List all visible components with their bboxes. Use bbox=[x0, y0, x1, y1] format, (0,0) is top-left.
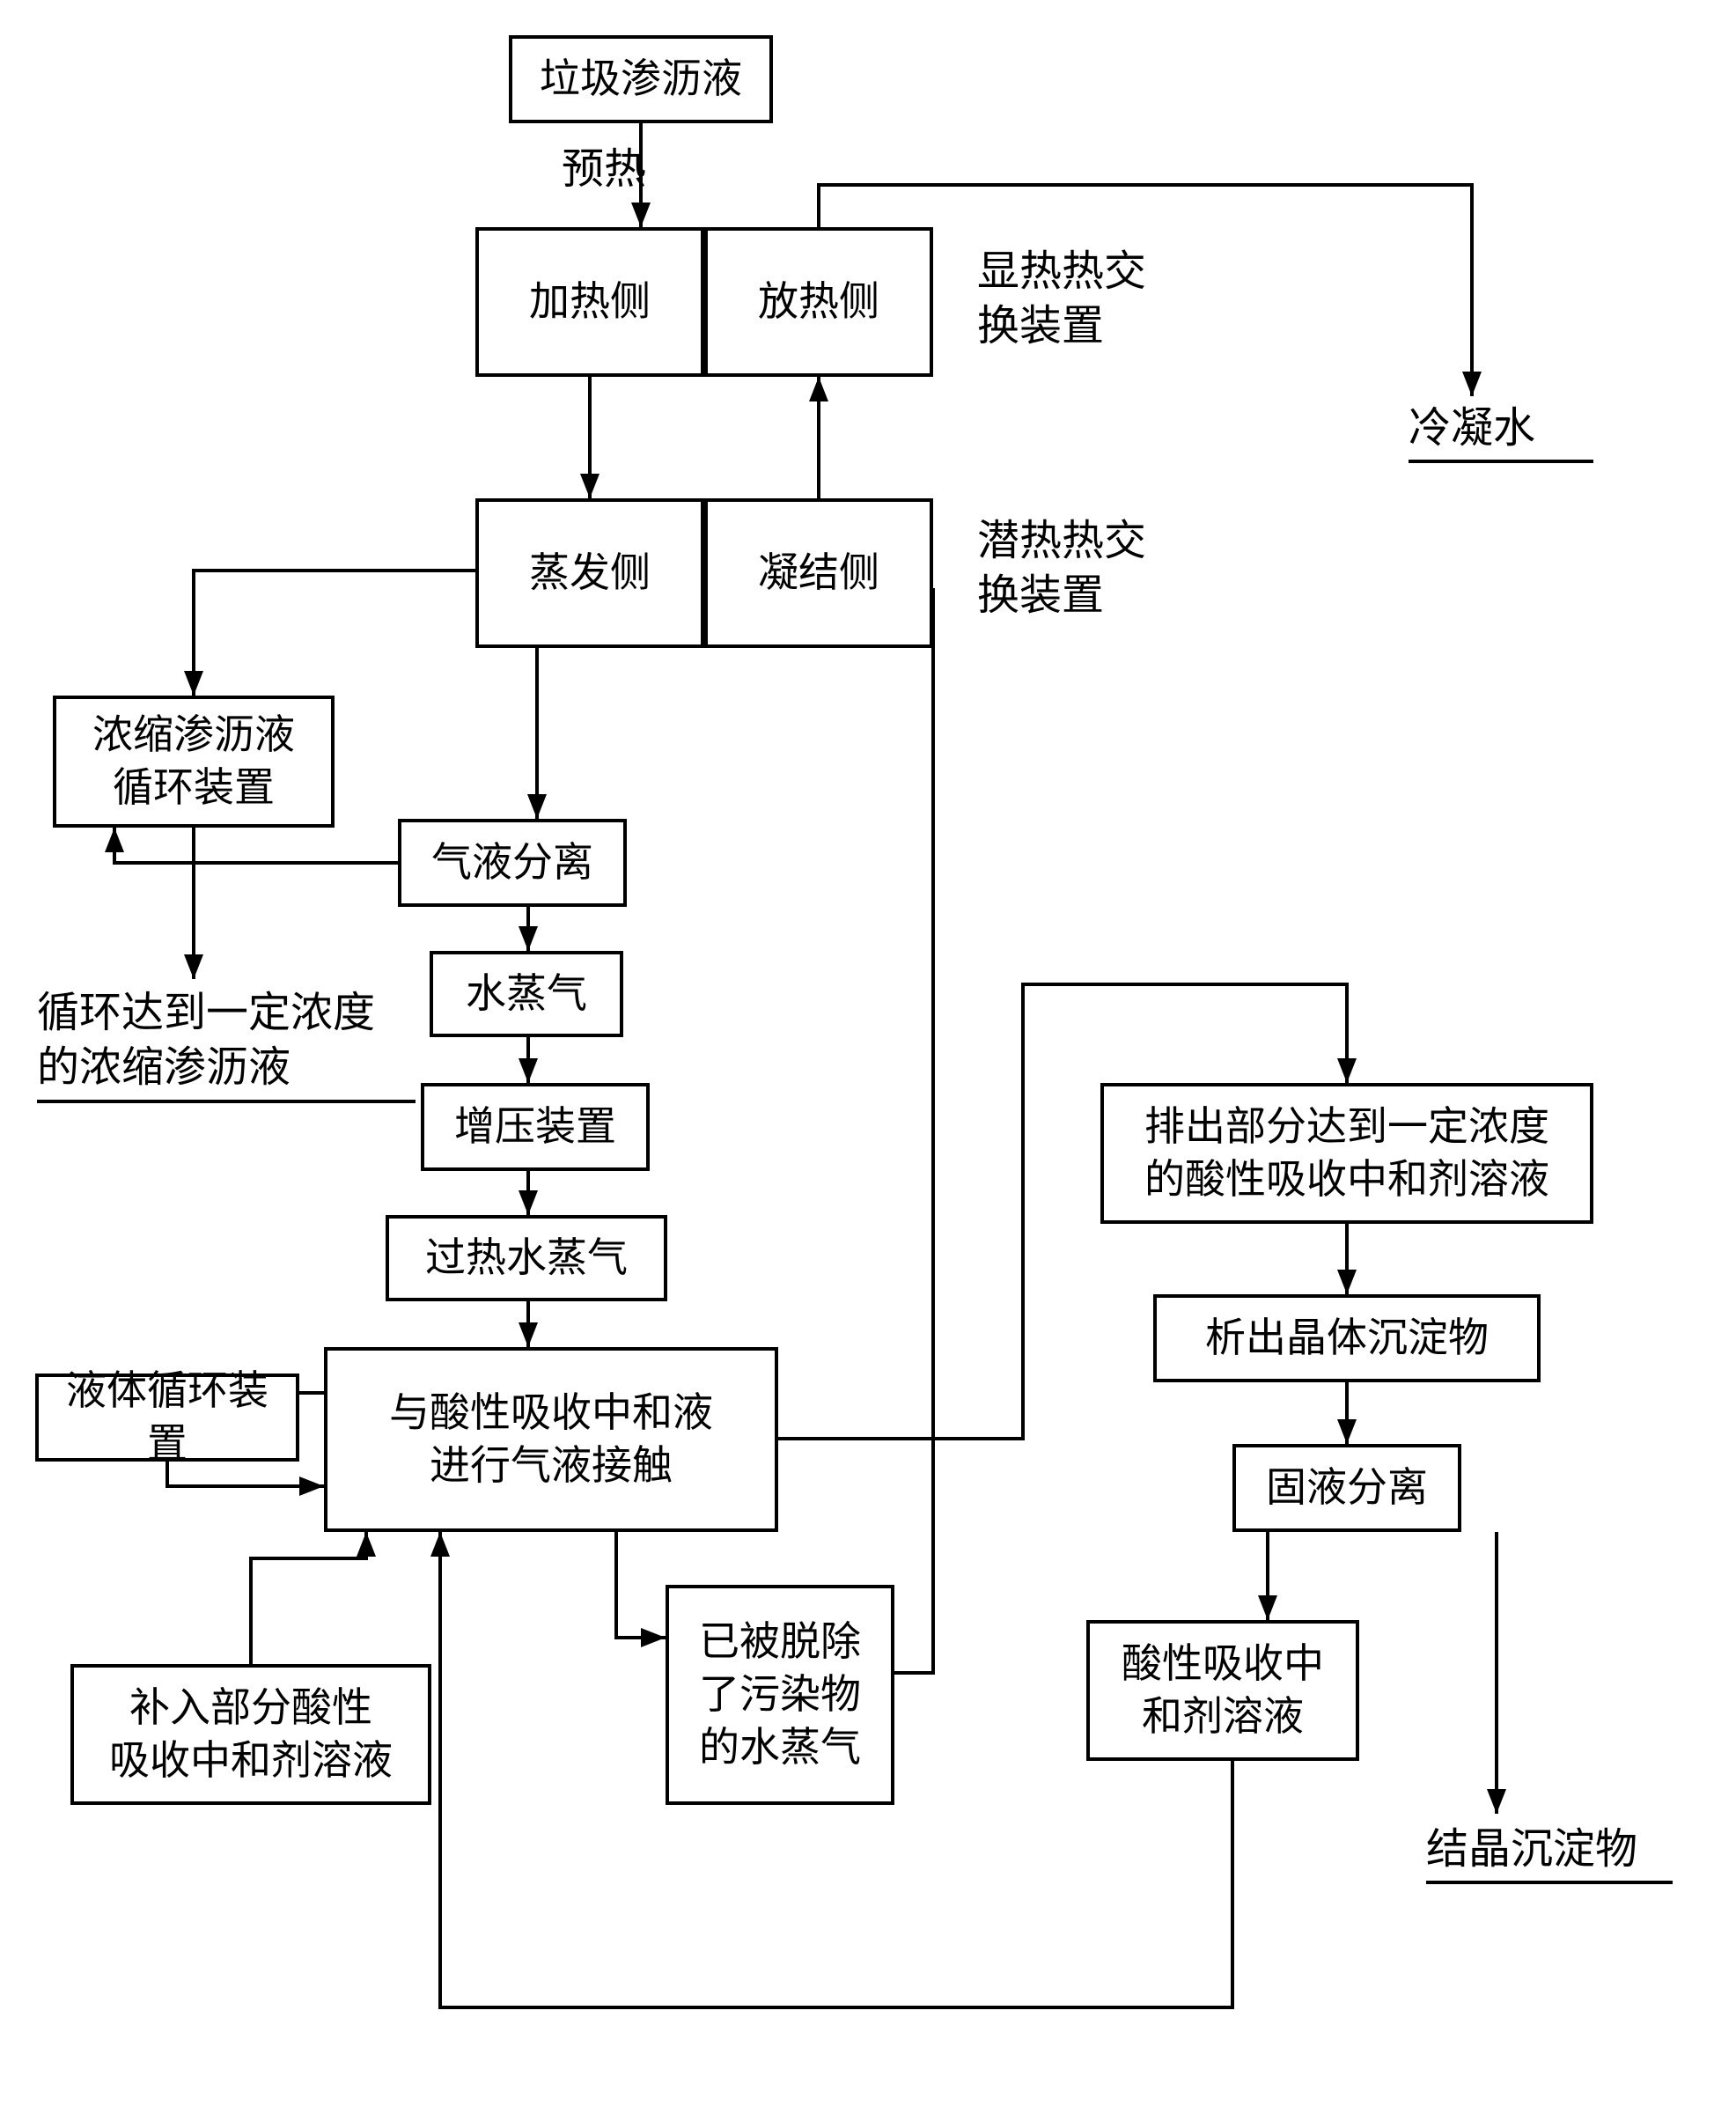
arrowhead-a12b bbox=[299, 1477, 324, 1496]
arrow-a13 bbox=[251, 1532, 366, 1664]
arrow-a14 bbox=[616, 1532, 666, 1638]
arrowhead-a6 bbox=[184, 671, 203, 696]
arrowhead-a13 bbox=[357, 1532, 376, 1557]
arrowhead-a14 bbox=[641, 1628, 666, 1647]
n_conc_loop: 浓缩渗沥液循环装置 bbox=[53, 696, 335, 828]
arrowhead-a3 bbox=[809, 377, 828, 401]
n_supplement: 补入部分酸性吸收中和剂溶液 bbox=[70, 1664, 431, 1805]
arrowhead-a21 bbox=[430, 1532, 450, 1557]
arrowhead-a11 bbox=[519, 1322, 538, 1347]
n_superheat: 过热水蒸气 bbox=[386, 1215, 667, 1301]
arrowhead-a1 bbox=[631, 203, 651, 227]
n_cond: 凝结侧 bbox=[704, 498, 933, 648]
n_discharge: 排出部分达到一定浓度的酸性吸收中和剂溶液 bbox=[1100, 1083, 1593, 1224]
arrowhead-a5 bbox=[527, 794, 547, 819]
arrow-a6 bbox=[194, 571, 475, 696]
l_condensate-underline bbox=[1409, 460, 1593, 463]
l_preheat: 预热 bbox=[562, 143, 646, 197]
arrowhead-a18 bbox=[1337, 1419, 1357, 1444]
n_leachate: 垃圾渗沥液 bbox=[509, 35, 773, 123]
n_steam: 水蒸气 bbox=[430, 951, 623, 1037]
arrowhead-a2 bbox=[580, 474, 600, 498]
l_conc_out: 循环达到一定浓度的浓缩渗沥液 bbox=[37, 986, 375, 1096]
l_crystal: 结晶沉淀物 bbox=[1426, 1823, 1637, 1877]
arrowhead-a4 bbox=[1462, 372, 1482, 396]
l_conc_out-underline bbox=[37, 1100, 416, 1103]
l_crystal-underline bbox=[1426, 1881, 1673, 1884]
arrowhead-a9 bbox=[519, 1058, 538, 1083]
n_releasing: 放热侧 bbox=[704, 227, 933, 377]
n_sl_sep: 固液分离 bbox=[1232, 1444, 1461, 1532]
n_precip: 析出晶体沉淀物 bbox=[1153, 1294, 1541, 1382]
arrow-a15 bbox=[819, 590, 933, 1673]
n_gl_sep: 气液分离 bbox=[398, 819, 627, 907]
arrowhead-a16 bbox=[1337, 1058, 1357, 1083]
arrowhead-a17 bbox=[1337, 1270, 1357, 1294]
arrow-a6b bbox=[114, 828, 398, 863]
l_condensate: 冷凝水 bbox=[1409, 401, 1535, 456]
n_heating: 加热侧 bbox=[475, 227, 704, 377]
n_booster: 增压装置 bbox=[421, 1083, 650, 1171]
n_contact: 与酸性吸收中和液进行气液接触 bbox=[324, 1347, 778, 1532]
arrowhead-a20 bbox=[1487, 1789, 1506, 1814]
arrowhead-a6b bbox=[105, 828, 124, 852]
l_sensible: 显热热交换装置 bbox=[977, 245, 1146, 355]
n_liq_loop: 液体循环装置 bbox=[35, 1373, 299, 1462]
n_evap: 蒸发侧 bbox=[475, 498, 704, 648]
l_latent: 潜热热交换装置 bbox=[977, 514, 1146, 624]
arrowhead-a7 bbox=[184, 954, 203, 979]
arrowhead-a10 bbox=[519, 1190, 538, 1215]
n_cleaned: 已被脱除了污染物的水蒸气 bbox=[666, 1585, 894, 1805]
n_acid_sol: 酸性吸收中和剂溶液 bbox=[1086, 1620, 1359, 1761]
arrowhead-a8 bbox=[519, 926, 538, 951]
arrowhead-a19 bbox=[1258, 1595, 1277, 1620]
